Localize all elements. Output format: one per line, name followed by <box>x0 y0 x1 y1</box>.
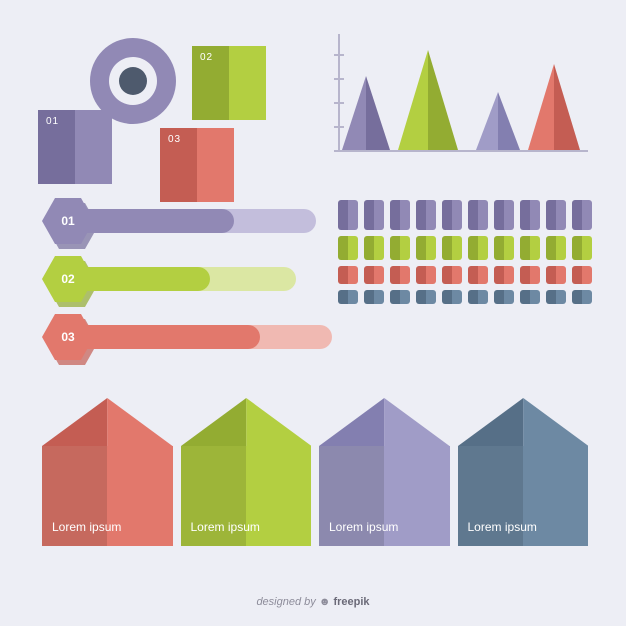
callout-square-label: 02 <box>200 52 213 63</box>
arrow-box-1: Lorem ipsum <box>42 398 173 546</box>
bar-grid-cell <box>546 236 566 260</box>
bar-grid-cell <box>338 290 358 304</box>
bar-grid-cell <box>572 266 592 284</box>
arrow-box-2: Lorem ipsum <box>181 398 312 546</box>
bar-grid-cell <box>364 200 384 230</box>
bar-grid-cell <box>416 290 436 304</box>
progress-bar-label: 03 <box>42 314 94 360</box>
bar-grid-cell <box>468 236 488 260</box>
callout-square-02: 02 <box>192 46 266 120</box>
bar-grid-cell <box>338 236 358 260</box>
bar-grid-cell <box>416 236 436 260</box>
bar-grid-cell <box>520 236 540 260</box>
callout-square-label: 01 <box>46 116 59 127</box>
bar-grid-cell <box>494 290 514 304</box>
callout-square-03: 03 <box>160 128 234 202</box>
cone-1 <box>342 76 390 150</box>
cone-2 <box>398 50 458 150</box>
attribution: designed by ☻ freepik <box>0 596 626 608</box>
arrow-boxes: Lorem ipsum Lorem ipsum Lorem ipsum Lorem i… <box>42 398 588 546</box>
bar-grid-cell <box>520 290 540 304</box>
bar-grid-cell <box>546 290 566 304</box>
bar-grid-cell <box>364 236 384 260</box>
bar-grid-cell <box>520 266 540 284</box>
cone-4 <box>528 64 580 150</box>
bar-grid-cell <box>442 200 462 230</box>
bar-grid <box>338 200 592 310</box>
bar-grid-cell <box>546 266 566 284</box>
attribution-prefix: designed by <box>256 596 318 608</box>
bar-grid-cell <box>416 200 436 230</box>
bar-grid-cell <box>442 236 462 260</box>
bar-grid-cell <box>494 200 514 230</box>
bar-grid-cell <box>468 200 488 230</box>
y-tick <box>334 54 344 56</box>
freepik-logo-icon: ☻ <box>319 596 331 608</box>
y-tick <box>334 150 344 152</box>
callout-square-label: 03 <box>168 134 181 145</box>
bar-grid-cell <box>338 266 358 284</box>
arrow-box-3: Lorem ipsum <box>319 398 450 546</box>
arrow-box-label: Lorem ipsum <box>191 520 260 534</box>
bar-grid-cell <box>494 236 514 260</box>
bar-grid-row <box>338 200 592 230</box>
progress-bar-01: 01 <box>42 198 330 244</box>
arrow-box-label: Lorem ipsum <box>329 520 398 534</box>
bar-grid-cell <box>416 266 436 284</box>
callout-square-01: 01 <box>38 110 112 184</box>
bar-grid-cell <box>546 200 566 230</box>
bar-grid-cell <box>390 266 410 284</box>
arrow-box-label: Lorem ipsum <box>52 520 121 534</box>
progress-bar-label: 02 <box>42 256 94 302</box>
bar-grid-cell <box>364 266 384 284</box>
arrow-box-4: Lorem ipsum <box>458 398 589 546</box>
bar-grid-cell <box>390 200 410 230</box>
bar-grid-cell <box>390 290 410 304</box>
y-axis <box>338 34 340 152</box>
progress-bar-03: 03 <box>42 314 346 360</box>
bar-grid-cell <box>572 200 592 230</box>
bar-grid-cell <box>494 266 514 284</box>
bar-grid-cell <box>572 290 592 304</box>
bar-grid-cell <box>338 200 358 230</box>
x-axis <box>338 150 588 152</box>
bar-grid-cell <box>442 290 462 304</box>
progress-fill <box>68 325 260 349</box>
bar-grid-cell <box>390 236 410 260</box>
progress-bar-label: 01 <box>42 198 94 244</box>
attribution-brand: freepik <box>333 596 369 608</box>
bar-grid-cell <box>442 266 462 284</box>
bar-grid-cell <box>364 290 384 304</box>
cone-3 <box>476 92 520 150</box>
cone-chart <box>338 34 588 162</box>
bar-grid-cell <box>520 200 540 230</box>
bar-grid-row <box>338 266 592 284</box>
bar-grid-cell <box>468 266 488 284</box>
bar-grid-row <box>338 236 592 260</box>
bar-grid-cell <box>468 290 488 304</box>
arrow-box-label: Lorem ipsum <box>468 520 537 534</box>
bar-grid-row <box>338 290 592 304</box>
progress-bar-02: 02 <box>42 256 310 302</box>
bar-grid-cell <box>572 236 592 260</box>
